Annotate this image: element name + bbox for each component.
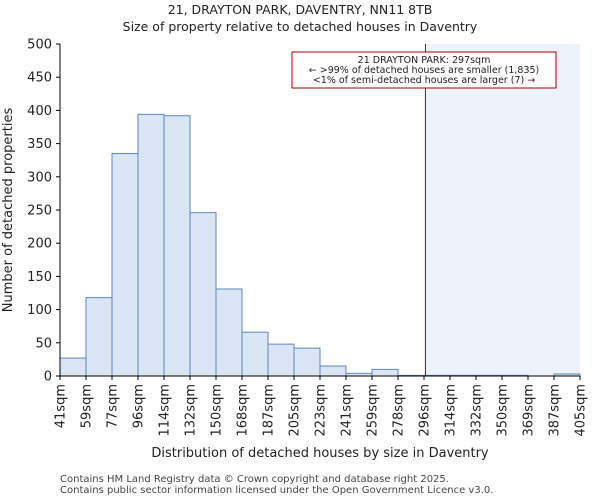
x-tick-label: 41sqm — [54, 384, 69, 428]
annotation-box — [291, 51, 557, 89]
y-tick-label: 200 — [27, 237, 52, 252]
y-tick-label: 350 — [27, 137, 52, 152]
y-tick-label: 100 — [27, 303, 52, 318]
y-tick-label: 450 — [27, 71, 52, 86]
histogram-bar — [59, 357, 87, 377]
histogram-bar — [319, 365, 347, 377]
x-tick-label: 405sqm — [574, 384, 589, 437]
histogram-bar — [163, 115, 191, 377]
histogram-bar — [85, 297, 113, 377]
chart-subtitle: Size of property relative to detached ho… — [123, 19, 478, 34]
y-tick-label: 50 — [35, 336, 52, 351]
x-tick-label: 114sqm — [158, 384, 173, 437]
x-tick-label: 223sqm — [314, 384, 329, 437]
annotation-smaller: ← >99% of detached houses are smaller (1… — [309, 65, 540, 76]
histogram-bar — [241, 331, 269, 377]
x-tick-label: 259sqm — [366, 384, 381, 437]
x-tick-label: 132sqm — [184, 384, 199, 437]
histogram-bar — [293, 347, 321, 377]
y-tick-label: 500 — [27, 38, 52, 53]
histogram-bar — [111, 153, 139, 377]
x-tick-label: 241sqm — [340, 384, 355, 437]
histogram-bar — [267, 343, 295, 377]
x-tick-label: 168sqm — [236, 384, 251, 437]
x-tick-label: 59sqm — [80, 384, 95, 428]
x-tick-label: 369sqm — [522, 384, 537, 437]
footer-credit-2: Contains public sector information licen… — [60, 485, 494, 496]
y-tick-label: 0 — [44, 370, 52, 385]
footer-credit-1: Contains HM Land Registry data © Crown c… — [60, 474, 449, 485]
x-axis-label: Distribution of detached houses by size … — [151, 446, 489, 461]
x-tick-label: 350sqm — [496, 384, 511, 437]
x-tick-label: 332sqm — [470, 384, 485, 437]
x-tick-label: 96sqm — [132, 384, 147, 428]
x-tick-label: 77sqm — [106, 384, 121, 428]
x-tick-label: 278sqm — [392, 384, 407, 437]
histogram-bar — [189, 212, 217, 377]
y-tick-label: 300 — [27, 170, 52, 185]
histogram-bar — [137, 113, 165, 377]
y-axis-label: Number of detached properties — [1, 108, 16, 313]
histogram-bar — [215, 288, 243, 377]
x-tick-label: 187sqm — [262, 384, 277, 437]
chart-title: 21, DRAYTON PARK, DAVENTRY, NN11 8TB — [168, 2, 433, 17]
histogram-bar — [371, 368, 399, 377]
y-tick-label: 250 — [27, 204, 52, 219]
annotation-larger: <1% of semi-detached houses are larger (… — [313, 75, 535, 86]
annotation-title: 21 DRAYTON PARK: 297sqm — [358, 55, 491, 66]
highlight-region — [425, 44, 580, 376]
y-tick-label: 150 — [27, 270, 52, 285]
x-tick-label: 150sqm — [210, 384, 225, 437]
y-tick-label: 400 — [27, 104, 52, 119]
x-tick-label: 296sqm — [418, 384, 433, 437]
x-tick-label: 387sqm — [548, 384, 563, 437]
x-tick-label: 205sqm — [288, 384, 303, 437]
x-tick-label: 314sqm — [444, 384, 459, 437]
